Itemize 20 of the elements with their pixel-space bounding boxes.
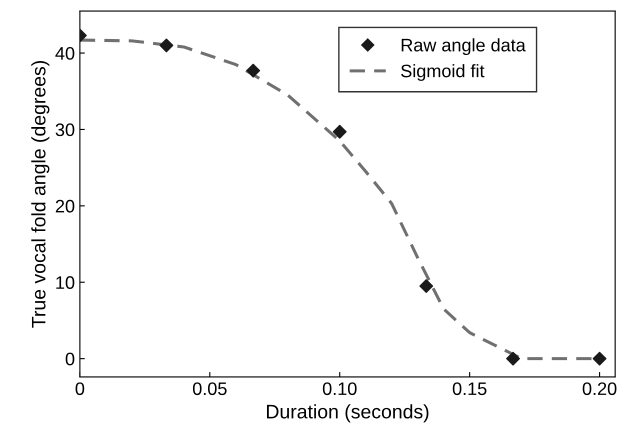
y-tick-label: 0 [66, 352, 74, 366]
point [592, 352, 606, 366]
legend-label: Sigmoid fit [401, 64, 484, 81]
y-tick-label: 10 [56, 276, 74, 289]
y-axis-title: True vocal fold angle (degrees) [31, 61, 50, 328]
x-tick-label: 0.15 [452, 382, 486, 396]
x-tick-label: 0.05 [192, 382, 227, 396]
point [419, 279, 434, 293]
y-tick-label: 40 [55, 47, 74, 60]
point [246, 64, 260, 78]
x-axis-title: Duration (seconds) [266, 404, 428, 422]
x-tick-label: 0.10 [322, 382, 357, 396]
x-tick-label: 0 [76, 382, 84, 396]
y-tick-label: 20 [56, 200, 74, 213]
point [332, 124, 347, 139]
point [506, 352, 520, 366]
point [160, 38, 174, 52]
y-tick-label: 30 [56, 123, 74, 136]
x-tick-label: 0.20 [582, 382, 616, 396]
legend-label: Raw angle data [402, 38, 526, 56]
